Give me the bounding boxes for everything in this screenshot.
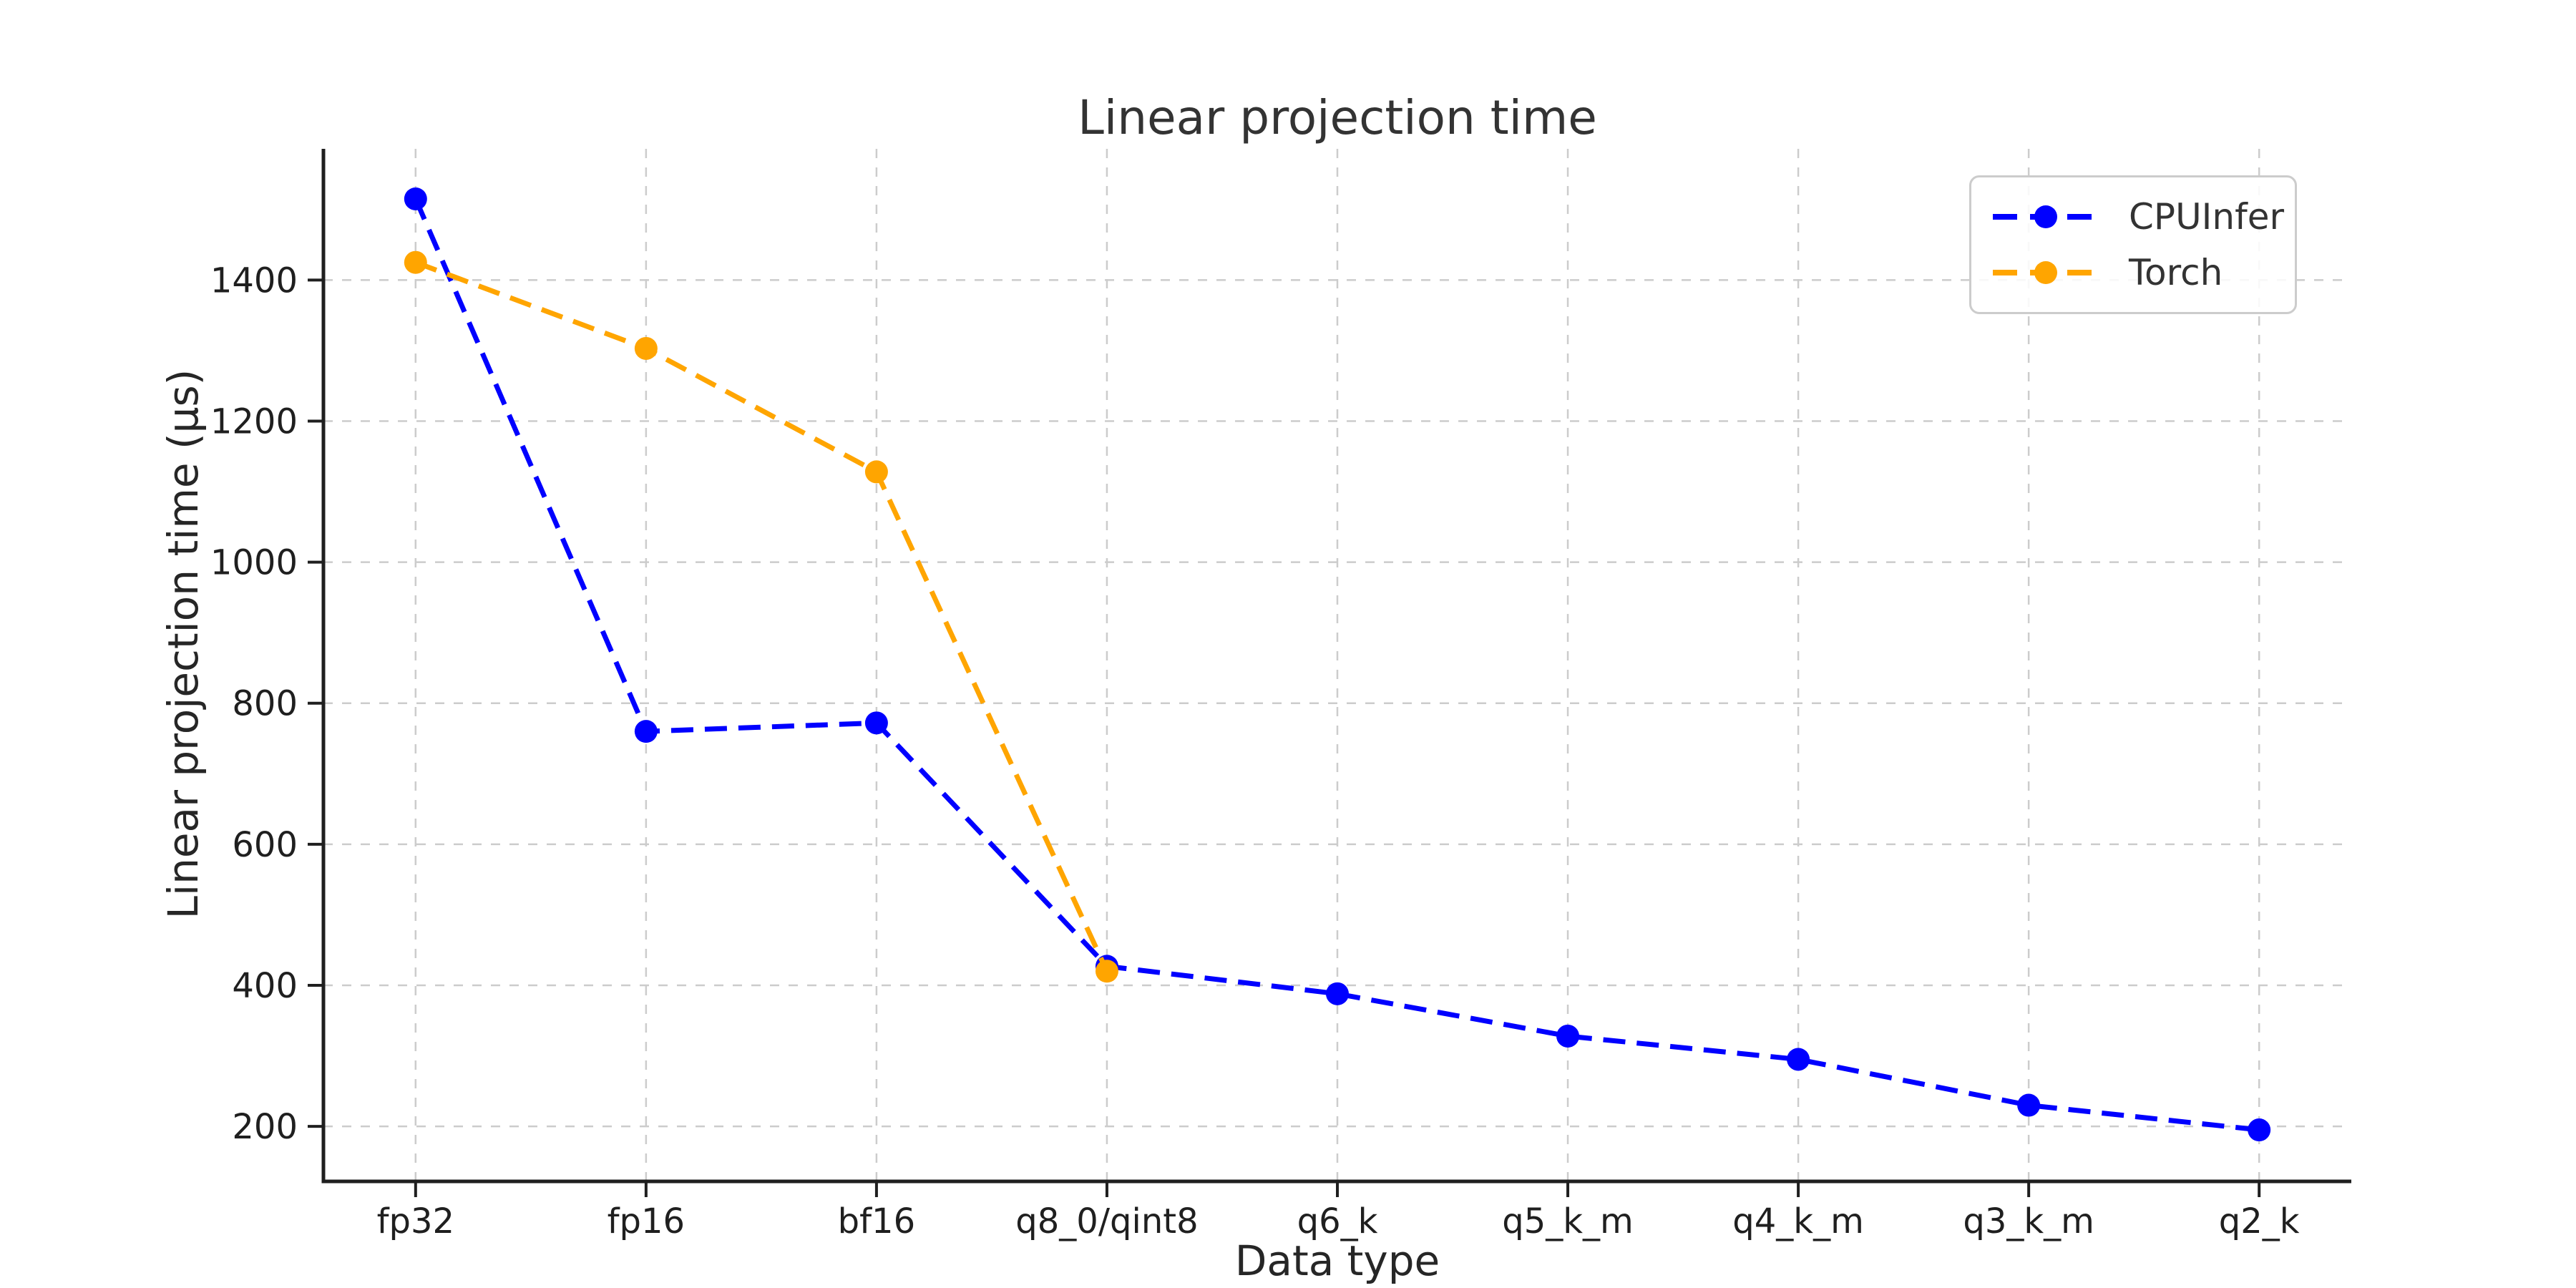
- x-tick-label: q2_k: [2219, 1201, 2300, 1241]
- cpuinfer-marker: [634, 720, 658, 743]
- legend: CPUInfer Torch: [1969, 175, 2297, 314]
- torch-marker: [864, 460, 888, 484]
- x-tick-label: fp16: [608, 1201, 685, 1241]
- cpuinfer-line-sample-icon: [1993, 205, 2102, 228]
- legend-label-torch: Torch: [2129, 252, 2223, 293]
- x-tick-label: q8_0/qint8: [1015, 1201, 1198, 1241]
- y-tick-label: 800: [232, 684, 298, 724]
- y-tick-label: 1000: [210, 543, 298, 583]
- y-tick-label: 600: [232, 825, 298, 865]
- cpuinfer-line: [413, 197, 2260, 1133]
- y-tick-label: 1200: [210, 401, 298, 441]
- chart-title: Linear projection time: [1078, 90, 1597, 145]
- cpuinfer-marker: [2017, 1093, 2041, 1117]
- y-tick-label: 1400: [210, 260, 298, 301]
- legend-entry-torch: Torch: [1990, 245, 2276, 301]
- torch-marker: [1095, 960, 1118, 983]
- torch-line-sample-icon: [1993, 261, 2102, 284]
- x-tick-label: q3_k_m: [1963, 1201, 2094, 1241]
- cpuinfer-marker: [1787, 1048, 1810, 1071]
- y-axis-label: Linear projection time (μs): [159, 369, 208, 919]
- x-tick-label: fp32: [377, 1201, 454, 1241]
- x-tick-label: q4_k_m: [1732, 1201, 1864, 1241]
- cpuinfer-marker: [1326, 982, 1349, 1005]
- torch-marker: [634, 336, 658, 360]
- y-tick-label: 200: [232, 1107, 298, 1147]
- x-tick-label: q5_k_m: [1502, 1201, 1634, 1241]
- cpuinfer-marker: [2248, 1118, 2271, 1142]
- legend-entry-cpuinfer: CPUInfer: [1990, 189, 2284, 245]
- cpuinfer-marker: [404, 187, 427, 210]
- torch-line: [414, 260, 1110, 972]
- cpuinfer-marker: [864, 711, 888, 735]
- legend-label-cpuinfer: CPUInfer: [2129, 196, 2285, 238]
- x-tick-label: bf16: [838, 1201, 915, 1241]
- x-tick-label: q6_k: [1297, 1201, 1378, 1241]
- x-axis-label: Data type: [1234, 1236, 1440, 1285]
- torch-marker: [404, 250, 427, 274]
- cpuinfer-marker: [1556, 1024, 1580, 1048]
- y-tick-label: 400: [232, 966, 298, 1006]
